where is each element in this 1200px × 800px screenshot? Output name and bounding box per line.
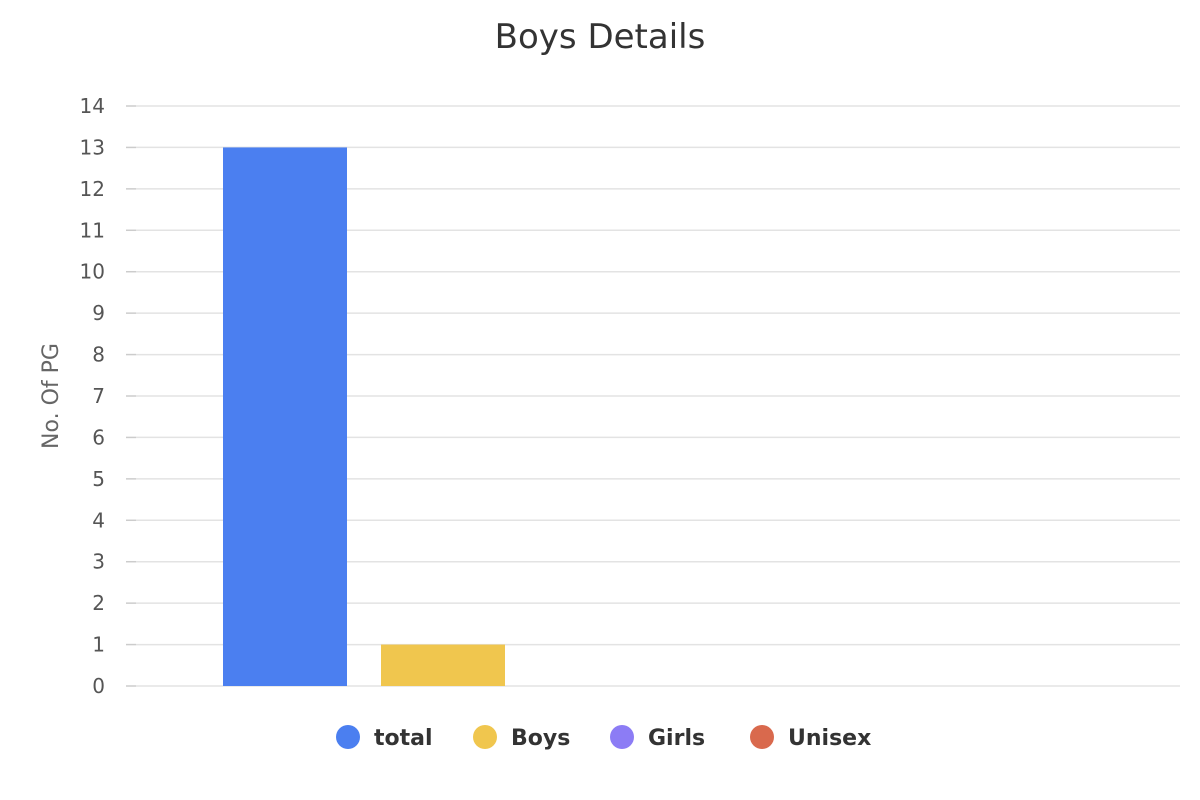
legend-label: Girls — [648, 726, 705, 751]
chart-title: Boys Details — [495, 17, 706, 57]
legend[interactable]: total Boys Girls Unisex — [336, 725, 871, 751]
y-tick-label: 5 — [92, 467, 105, 491]
y-tick-label: 4 — [92, 508, 105, 532]
legend-item-girls[interactable]: Girls — [610, 725, 705, 751]
y-tick-label: 9 — [92, 301, 105, 325]
legend-item-unisex[interactable]: Unisex — [750, 725, 871, 751]
legend-label: Unisex — [788, 726, 871, 751]
y-tick-label: 6 — [92, 425, 105, 449]
legend-item-total[interactable]: total — [336, 725, 433, 751]
legend-marker-icon — [750, 725, 774, 749]
bars — [223, 147, 505, 686]
y-tick-label: 8 — [92, 343, 105, 367]
legend-marker-icon — [610, 725, 634, 749]
y-tick-label: 7 — [92, 384, 105, 408]
y-axis-title: No. Of PG — [39, 343, 64, 449]
y-tick-label: 13 — [80, 135, 105, 159]
y-tick-label: 1 — [92, 633, 105, 657]
bar-boys[interactable] — [381, 644, 505, 686]
legend-item-boys[interactable]: Boys — [473, 725, 570, 751]
bar-total[interactable] — [223, 147, 347, 686]
y-tick-label: 3 — [92, 550, 105, 574]
y-tick-label: 0 — [92, 674, 105, 698]
legend-label: Boys — [511, 726, 570, 751]
y-tick-label: 2 — [92, 591, 105, 615]
legend-label: total — [374, 726, 433, 751]
y-tick-label: 11 — [80, 218, 105, 242]
legend-marker-icon — [336, 725, 360, 749]
y-tick-label: 12 — [80, 177, 105, 201]
y-tick-label: 10 — [80, 260, 105, 284]
legend-marker-icon — [473, 725, 497, 749]
y-tick-label: 14 — [80, 94, 105, 118]
